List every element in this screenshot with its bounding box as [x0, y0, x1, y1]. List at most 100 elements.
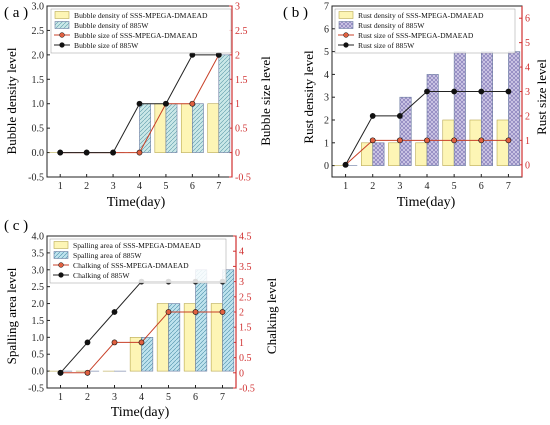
y2-tick-label: 1.5 [235, 75, 248, 86]
bar-885w-7 [508, 51, 521, 166]
bar-sss-2 [361, 142, 374, 166]
y-tick-label: 1.0 [32, 333, 45, 344]
point-885w-6 [478, 88, 485, 95]
point-sss-3 [396, 137, 403, 144]
y2-tick-label: 3 [239, 277, 244, 288]
panel-c-label: ( c ) [4, 218, 28, 234]
y-tick-label: 3.5 [32, 248, 45, 259]
point-sss-7 [505, 137, 512, 144]
legend-label: Rust density of SSS-MPEGA-DMAEAD [358, 11, 484, 20]
bar-885w-4 [141, 337, 154, 372]
point-885w-1 [57, 149, 64, 156]
y-tick-label: 2 [324, 116, 329, 127]
y2-tick-label: 2 [235, 50, 240, 61]
x-tick-label: 2 [370, 181, 375, 192]
panel-b-plot: 0 1 2 3 4 5 6 7 0 1 2 3 4 5 6 1 2 3 4 5 6 7 Rust density of SS… [324, 2, 530, 193]
x-tick-label: 2 [85, 392, 90, 403]
x-tick-label: 5 [166, 392, 171, 403]
y2-tick-label: 5 [525, 38, 530, 49]
panel-a-y2label: Bubble size level [258, 56, 273, 146]
point-sss-2 [84, 369, 91, 376]
point-885w-5 [451, 88, 458, 95]
panel-c-ylabel: Spalling area level [4, 267, 19, 364]
panel-b: ( b ) Time(day) Rust density level Rust … [283, 2, 549, 211]
x-tick-label: 2 [84, 181, 89, 192]
legend-label: Bubble density of 885W [74, 21, 149, 30]
point-885w-2 [84, 339, 91, 346]
x-tick-label: 6 [193, 392, 198, 403]
y2-tick-label: 0.5 [235, 124, 248, 135]
bar-885w-5 [165, 103, 178, 153]
point-sss-6 [478, 137, 485, 144]
y2-tick-label: -0.5 [239, 384, 255, 395]
bar-885w-6 [480, 51, 493, 166]
panel-c-y2label: Chalking level [264, 278, 279, 355]
legend-swatch [54, 21, 70, 29]
x-tick-label: 1 [58, 181, 63, 192]
point-885w-3 [111, 309, 118, 315]
y2-tick-label: 4.5 [239, 232, 252, 243]
point-sss-5 [165, 309, 172, 315]
bar-sss-3 [388, 142, 401, 166]
bar-885w-6 [195, 269, 208, 372]
x-tick-label: 4 [137, 181, 142, 192]
y2-tick-label: 2 [525, 111, 530, 122]
y2-tick-label: 2 [239, 308, 244, 319]
legend-marker [59, 42, 65, 48]
legend-swatch [53, 241, 69, 249]
bar-885w-3 [399, 96, 412, 166]
point-sss-7 [219, 309, 226, 315]
y2-tick-label: 3 [235, 2, 240, 13]
y-tick-label: 1 [324, 138, 329, 149]
y-tick-label: 1.5 [32, 316, 45, 327]
bar-885w-5 [453, 51, 466, 166]
bar-885w-6 [192, 103, 204, 153]
x-tick-label: 4 [425, 181, 430, 192]
point-sss-5 [451, 137, 458, 144]
legend-swatch [338, 21, 354, 29]
y-tick-label: 6 [324, 24, 329, 35]
legend-label: Bubble density of SSS-MPEGA-DMAEAD [74, 11, 208, 20]
panel-a-label: ( a ) [4, 5, 28, 21]
bar-885w-4 [139, 103, 151, 153]
panel-b-y2label: Rust size level [534, 59, 549, 135]
legend-box [49, 238, 227, 284]
panel-a-xlabel: Time(day) [107, 195, 166, 210]
panel-b-ylabel: Rust density level [301, 50, 316, 144]
point-sss-4 [138, 339, 145, 346]
legend-swatch [54, 11, 70, 19]
legend-label: Rust size of SSS-MPEGA-DMAEAD [358, 31, 474, 40]
legend-label: Spalling area of SSS-MPEGA-DMAEAD [73, 241, 201, 250]
bar-sss-5 [442, 119, 455, 166]
y2-tick-label: 2.5 [235, 26, 248, 37]
legend-label: Bubble size of 885W [74, 41, 139, 50]
bar-sss-7 [496, 119, 509, 166]
legend-label: Bubble size of SSS-MPEGA-DMAEAD [74, 31, 198, 40]
y-tick-label: 5 [324, 47, 329, 58]
y-tick-label: 0.0 [32, 367, 45, 378]
y2-tick-label: 2.5 [239, 292, 252, 303]
point-885w-3 [110, 149, 116, 156]
legend-marker [343, 42, 349, 48]
y-tick-label: -0.5 [28, 384, 44, 395]
x-tick-label: 3 [112, 392, 117, 403]
bar-885w-7 [218, 54, 231, 153]
legend-label: Spalling area of 885W [73, 251, 142, 260]
y2-tick-label: 3 [525, 87, 530, 98]
panel-b-xlabel: Time(day) [397, 195, 456, 210]
point-sss-4 [136, 149, 143, 156]
x-tick-label: 7 [220, 392, 225, 403]
y-tick-label: -0.5 [28, 173, 44, 184]
y2-tick-label: 0 [235, 148, 240, 159]
bar-885w-5 [168, 303, 181, 372]
y-tick-label: 0 [324, 161, 329, 172]
bar-sss-6 [469, 119, 482, 166]
legend-box [50, 8, 232, 54]
y2-tick-label: 1 [525, 136, 530, 147]
legend-box [334, 8, 516, 54]
y-tick-label: 0.5 [32, 124, 45, 135]
legend-marker [58, 272, 64, 278]
x-tick-label: 7 [506, 181, 511, 192]
x-tick-label: 3 [111, 181, 116, 192]
bar-sss-4 [415, 142, 428, 166]
